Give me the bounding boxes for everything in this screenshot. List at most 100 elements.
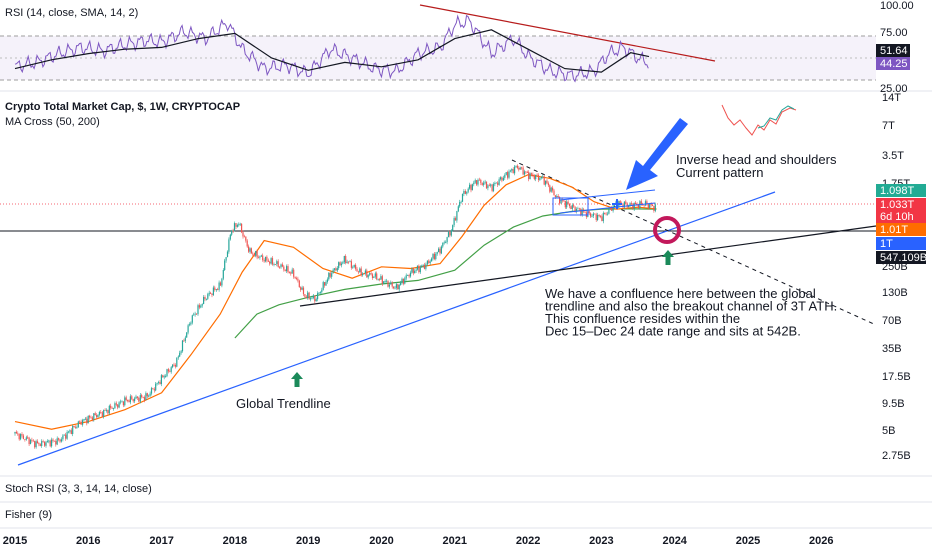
candle-body bbox=[580, 208, 582, 216]
candle-body bbox=[287, 266, 289, 273]
candle-body bbox=[246, 240, 248, 247]
candle-body bbox=[391, 282, 393, 287]
candle-body bbox=[547, 183, 549, 186]
candle-body bbox=[478, 179, 480, 181]
candle-body bbox=[443, 242, 445, 244]
ma-cross-legend: MA Cross (50, 200) bbox=[5, 116, 100, 128]
candle-body bbox=[428, 260, 430, 263]
candle-body bbox=[94, 413, 96, 415]
candle-body bbox=[58, 438, 60, 440]
candle-body bbox=[127, 400, 129, 401]
pattern-title: Inverse head and shoulders bbox=[676, 152, 837, 167]
candle-body bbox=[480, 179, 482, 183]
candle-body bbox=[435, 253, 437, 260]
price-tag bbox=[876, 223, 926, 236]
candle-body bbox=[138, 397, 140, 402]
candle-body bbox=[376, 273, 378, 280]
price-tag bbox=[876, 210, 926, 223]
time-axis-tick: 2015 bbox=[3, 535, 27, 547]
candle-body bbox=[100, 412, 102, 413]
candle-body bbox=[195, 313, 198, 315]
candle-body bbox=[204, 297, 206, 300]
candle-body bbox=[190, 322, 192, 325]
candle-body bbox=[504, 175, 506, 178]
candle-body bbox=[59, 439, 61, 442]
candle-body bbox=[134, 398, 136, 402]
candle-body bbox=[445, 242, 447, 243]
candle-body bbox=[463, 191, 465, 194]
candle-body bbox=[381, 276, 383, 284]
candle-body bbox=[105, 410, 108, 411]
candle-body bbox=[176, 357, 178, 367]
confluence-circle-icon bbox=[653, 216, 681, 244]
candle-body bbox=[229, 234, 231, 240]
candle-body bbox=[72, 426, 74, 434]
candle-body bbox=[509, 170, 511, 172]
candle-body bbox=[501, 177, 503, 181]
candle-body bbox=[159, 382, 161, 384]
candle-body bbox=[630, 203, 632, 205]
candle-body bbox=[336, 268, 338, 271]
candle-body bbox=[114, 403, 116, 409]
candle-body bbox=[326, 279, 328, 282]
candle-body bbox=[162, 375, 164, 378]
candle-body bbox=[273, 264, 275, 265]
candle-body bbox=[56, 438, 58, 445]
candle-body bbox=[347, 261, 350, 263]
candle-body bbox=[532, 174, 534, 176]
candle-body bbox=[70, 430, 72, 434]
candle-body bbox=[436, 252, 438, 254]
candle-body bbox=[210, 292, 212, 294]
candle-body bbox=[79, 421, 81, 423]
price-tag-text: 1T bbox=[880, 238, 893, 250]
candle-body bbox=[515, 165, 517, 167]
candle-body bbox=[418, 265, 420, 273]
candle-body bbox=[186, 332, 188, 338]
candle-body bbox=[243, 236, 245, 238]
candle-body bbox=[537, 175, 540, 180]
candle-body bbox=[25, 437, 27, 440]
candle-body bbox=[295, 278, 298, 279]
candle-body bbox=[73, 426, 75, 427]
candle-body bbox=[559, 197, 561, 204]
candle-body bbox=[360, 268, 362, 276]
candle-body bbox=[343, 256, 345, 263]
time-axis-tick: 2017 bbox=[149, 535, 173, 547]
candle-body bbox=[335, 268, 337, 271]
candle-body bbox=[308, 292, 310, 300]
candle-body bbox=[454, 218, 457, 221]
candle-body bbox=[155, 383, 157, 391]
rsi-line bbox=[14, 14, 649, 83]
candle-body bbox=[129, 396, 131, 403]
support-trendline bbox=[299, 225, 877, 307]
candle-body bbox=[359, 268, 361, 273]
candle-body bbox=[52, 439, 54, 441]
candle-body bbox=[77, 421, 79, 428]
candle-body bbox=[653, 206, 655, 211]
candle-body bbox=[402, 278, 404, 284]
candle-body bbox=[96, 415, 98, 418]
candle-body bbox=[637, 204, 640, 209]
candle-body bbox=[45, 442, 47, 446]
candle-body bbox=[39, 444, 41, 446]
candle-body bbox=[103, 409, 105, 417]
candle-body bbox=[394, 287, 396, 289]
candle-body bbox=[238, 224, 240, 226]
candle-body bbox=[373, 276, 375, 278]
candle-body bbox=[581, 209, 583, 216]
candle-body bbox=[309, 298, 312, 300]
candle-body bbox=[450, 230, 452, 236]
candle-body bbox=[471, 184, 473, 191]
candle-body bbox=[367, 274, 369, 278]
candle-body bbox=[29, 439, 32, 444]
candle-body bbox=[611, 208, 613, 211]
candle-body bbox=[15, 431, 17, 434]
candle-body bbox=[198, 305, 200, 308]
candle-body bbox=[34, 440, 36, 448]
candle-body bbox=[286, 266, 288, 272]
candle-body bbox=[17, 433, 19, 435]
candle-body bbox=[290, 272, 292, 274]
candle-body bbox=[184, 337, 186, 341]
candle-body bbox=[266, 256, 268, 261]
candle-body bbox=[173, 364, 175, 366]
